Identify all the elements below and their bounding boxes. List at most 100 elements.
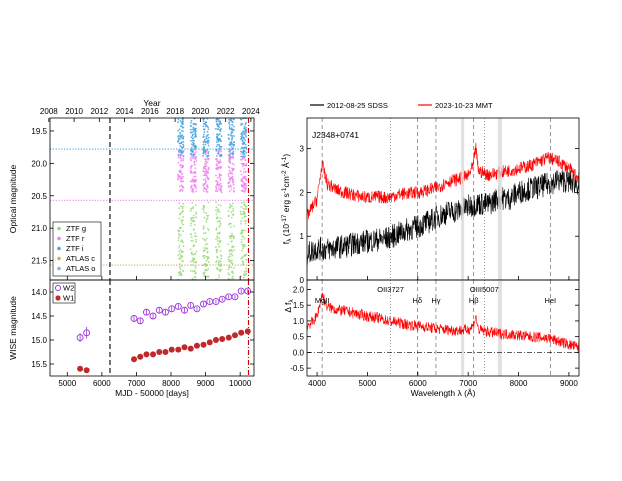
optical-point-ztf-i [219,120,221,122]
optical-point-ztf-r [204,165,206,167]
optical-point-ztf-r [194,157,197,160]
optical-point-ztf-r [207,171,210,174]
optical-point-ztf-r [181,189,184,192]
optical-point-ztf-g [180,205,183,208]
optical-point-ztf-i [182,150,185,152]
difference-telluric-band [497,280,502,376]
optical-point-ztf-r [220,188,222,191]
optical-point-ztf-i [207,152,210,155]
optical-point-ztf-r [182,158,185,160]
optical-point-ztf-r [194,183,196,186]
optical-point-ztf-i [217,150,220,153]
difference-y-label: Δ fλ [283,299,295,313]
optical-point-ztf-g [190,217,193,220]
optical-point-ztf-g [203,216,206,219]
optical-point-ztf-g [228,266,230,268]
optical-point-ztf-g [206,269,208,272]
optical-point-ztf-i [243,155,246,158]
optical-point-ztf-g [217,203,220,206]
optical-legend-marker [57,236,61,241]
mmt-legend-label: 2023-10-23 MMT [435,101,493,110]
optical-point-ztf-r [195,179,198,182]
optical-point-ztf-g [218,225,221,228]
difference-y-tick-label: 1.5 [293,301,305,310]
optical-point-ztf-r [177,173,179,176]
optical-point-ztf-i [240,155,243,158]
optical-point-ztf-r [205,185,208,187]
optical-point-ztf-r [194,167,197,170]
optical-point-ztf-g [191,252,193,255]
optical-point-ztf-r [242,154,245,156]
optical-point-ztf-g [204,239,207,242]
optical-legend-label: ATLAS o [66,264,95,273]
w2-legend-marker [54,284,62,292]
optical-legend-marker [57,256,61,261]
optical-point-ztf-g [218,264,221,267]
optical-point-ztf-i [232,153,235,155]
optical-point-ztf-g [231,275,234,278]
optical-point-ztf-i [219,130,222,133]
optical-point-ztf-r [228,190,231,193]
optical-point-ztf-g [206,258,209,260]
optical-y-label: Optical magnitude [8,164,18,233]
optical-point-ztf-g [182,205,184,208]
optical-point-ztf-i [191,143,193,146]
w1-point [225,334,232,341]
spectra-y-tick-label: 1 [300,232,305,241]
optical-point-ztf-g [192,217,195,219]
optical-point-ztf-i [181,120,184,123]
difference-telluric-band [461,280,465,376]
optical-point-ztf-g [179,256,182,259]
w1-point [212,337,219,343]
optical-point-ztf-g [233,249,236,252]
optical-point-ztf-i [240,133,243,136]
w2-point [212,298,220,306]
optical-point-ztf-g [178,229,181,232]
optical-point-ztf-g [181,255,184,258]
optical-lightcurve-panel: 19.5 20.0 20.5 21.0 21.5 2008 2010 2012 2014 201… [8,98,260,281]
optical-point-ztf-g [219,250,222,252]
optical-point-ztf-g [182,260,185,263]
optical-point-ztf-g [229,249,231,252]
optical-point-ztf-g [243,203,246,206]
optical-point-ztf-r [219,167,222,170]
wise-y-label: WISE magnitude [8,296,18,360]
w1-point [162,349,169,355]
optical-point-ztf-i [230,152,232,155]
optical-point-ztf-i [195,123,197,126]
optical-point-ztf-g [215,228,218,231]
optical-point-ztf-g [193,214,196,217]
optical-point-ztf-i [202,143,205,146]
w1-point [150,351,157,358]
optical-point-ztf-i [243,125,246,128]
optical-point-ztf-r [215,188,218,191]
optical-point-ztf-r [228,177,231,179]
optical-point-ztf-i [232,118,235,121]
optical-point-ztf-g [230,222,232,225]
spectra-y-tick-label: 3 [300,145,305,154]
optical-point-ztf-g [191,201,194,204]
spectra-y-label-part: erg s [281,193,291,214]
optical-point-ztf-r [243,168,246,170]
optical-point-ztf-i [203,146,206,149]
wise-vertical-lines [109,280,250,376]
optical-point-ztf-r [229,162,231,164]
optical-point-ztf-r [193,176,196,178]
wavelength-x-ticks: 4000 5000 6000 7000 8000 9000 [308,276,578,388]
optical-point-ztf-i [181,119,184,121]
mjd-tick-label: 6000 [93,379,111,388]
optical-point-ztf-g [244,222,247,225]
optical-point-ztf-r [204,167,206,170]
optical-point-ztf-g [178,253,181,255]
w2-point [231,293,239,301]
w2-point [187,301,195,309]
optical-point-ztf-i [220,154,223,157]
optical-point-ztf-g [189,209,192,212]
optical-point-ztf-g [202,272,205,275]
optical-point-ztf-r [180,184,183,187]
optical-point-ztf-i [216,124,219,126]
optical-point-ztf-i [217,128,220,131]
optical-point-ztf-g [178,202,181,205]
optical-point-ztf-i [192,155,195,157]
w1-point [238,329,245,336]
